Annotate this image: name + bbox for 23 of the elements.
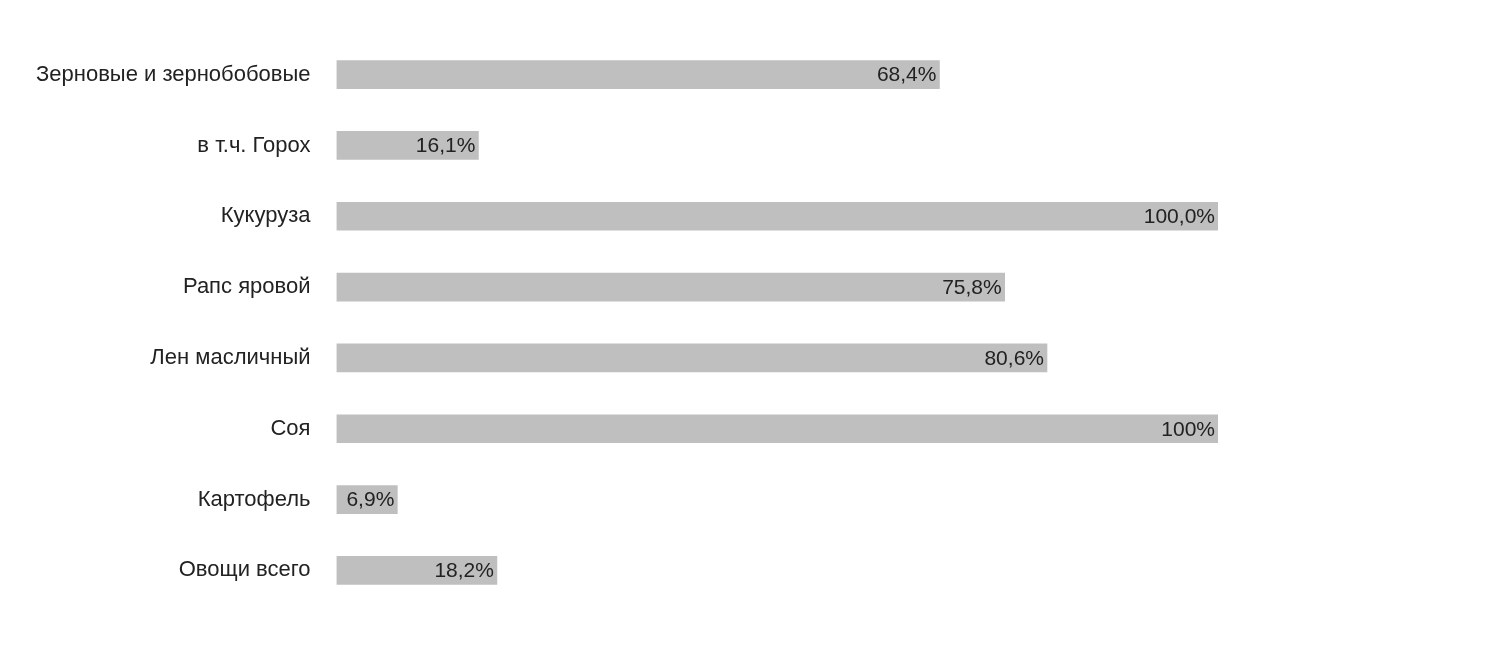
bar bbox=[336, 60, 940, 89]
data-label: 100,0% bbox=[1143, 204, 1215, 228]
data-label: 100% bbox=[1161, 416, 1215, 440]
bar bbox=[336, 131, 479, 160]
bar bbox=[336, 414, 1218, 444]
data-label: 18,2% bbox=[434, 558, 494, 582]
y-tick-label: в т.ч. Горох bbox=[197, 131, 311, 157]
data-label: 80,6% bbox=[984, 345, 1044, 369]
y-tick-label: Рапс яровой bbox=[182, 273, 311, 299]
y-tick-label: Лен масличный bbox=[150, 343, 311, 369]
y-tick-label: Картофель bbox=[197, 485, 311, 511]
data-label: 16,1% bbox=[415, 133, 476, 157]
bar bbox=[336, 556, 498, 585]
bar bbox=[336, 343, 1048, 373]
y-tick-label: Кукуруза bbox=[220, 202, 312, 228]
bar bbox=[336, 201, 1218, 231]
y-tick-label: Зерновые и зернобобовые bbox=[36, 60, 311, 86]
data-label: 68,4% bbox=[876, 62, 937, 86]
bar bbox=[336, 272, 1006, 302]
data-label: 6,9% bbox=[346, 487, 395, 511]
y-tick-label: Соя bbox=[270, 414, 311, 440]
y-tick-label: Овощи всего bbox=[178, 556, 311, 582]
data-label: 75,8% bbox=[942, 274, 1002, 298]
